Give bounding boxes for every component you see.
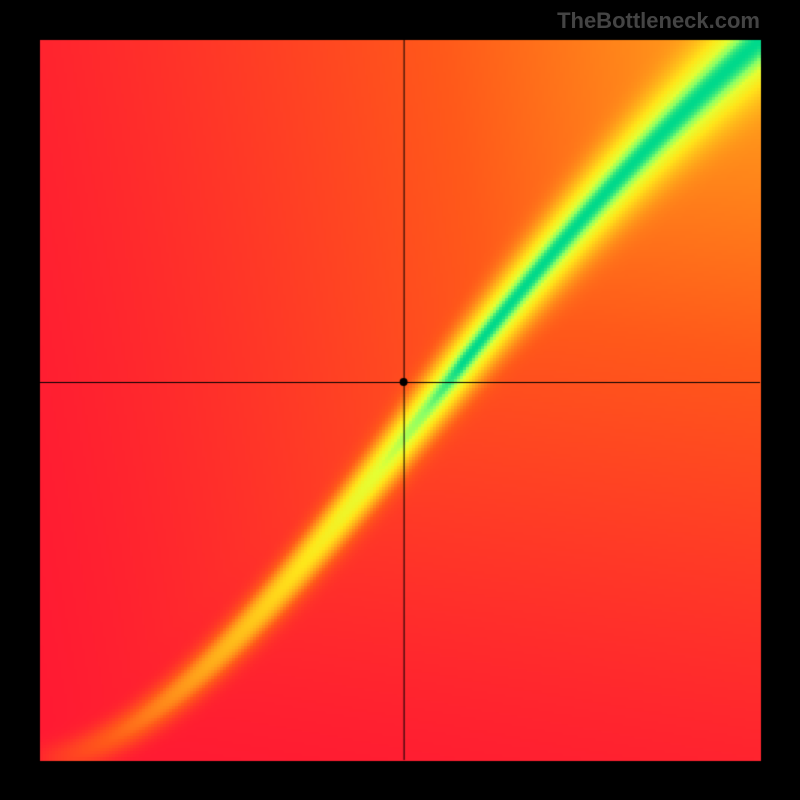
- chart-container: TheBottleneck.com: [0, 0, 800, 800]
- bottleneck-heatmap-canvas: [0, 0, 800, 800]
- watermark-text: TheBottleneck.com: [557, 8, 760, 34]
